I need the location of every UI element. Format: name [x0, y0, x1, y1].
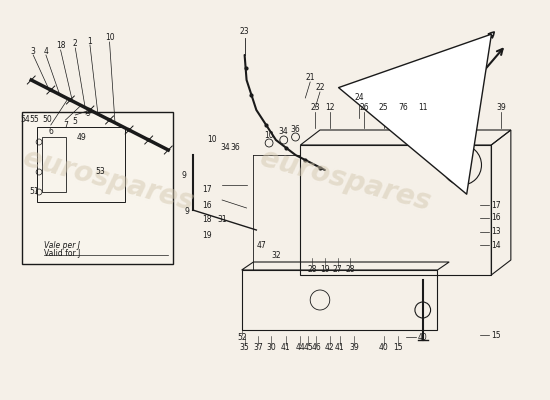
Text: 54: 54 — [20, 116, 30, 124]
Text: 45: 45 — [304, 344, 313, 352]
Text: 39: 39 — [496, 104, 506, 112]
Text: 19: 19 — [202, 230, 212, 240]
Text: 16: 16 — [491, 214, 501, 222]
Text: 17: 17 — [491, 200, 501, 210]
Text: 18: 18 — [202, 216, 212, 224]
Text: 2: 2 — [73, 40, 78, 48]
Text: 32: 32 — [271, 250, 280, 260]
Text: 30: 30 — [266, 344, 276, 352]
Text: 11: 11 — [418, 104, 427, 112]
Text: 50: 50 — [42, 116, 52, 124]
Text: 47: 47 — [256, 240, 266, 250]
Text: 18: 18 — [56, 42, 65, 50]
Text: 15: 15 — [393, 344, 403, 352]
Text: 9: 9 — [86, 110, 90, 118]
Text: 1: 1 — [87, 36, 92, 46]
Text: 44: 44 — [295, 344, 305, 352]
Text: 25: 25 — [379, 104, 388, 112]
Text: 53: 53 — [96, 168, 106, 176]
Text: 51: 51 — [29, 188, 39, 196]
Text: 41: 41 — [281, 344, 290, 352]
Text: 10: 10 — [104, 34, 114, 42]
Text: 21: 21 — [305, 74, 315, 82]
Text: 36: 36 — [290, 124, 300, 134]
Text: 46: 46 — [311, 344, 321, 352]
Text: 26: 26 — [359, 104, 369, 112]
Text: 3: 3 — [31, 46, 36, 56]
Text: 4: 4 — [43, 46, 48, 56]
Bar — [42, 137, 67, 192]
Text: eurospares: eurospares — [20, 144, 197, 216]
Text: 35: 35 — [240, 344, 250, 352]
Text: 23: 23 — [310, 104, 320, 112]
Text: 42: 42 — [325, 344, 334, 352]
Text: 10: 10 — [264, 130, 274, 140]
Text: 76: 76 — [398, 104, 408, 112]
Text: 10: 10 — [207, 136, 217, 144]
Text: 28: 28 — [307, 266, 317, 274]
Text: 9: 9 — [185, 208, 190, 216]
Text: 16: 16 — [202, 200, 212, 210]
Bar — [300, 145, 491, 275]
Text: 40: 40 — [418, 332, 427, 342]
Text: 22: 22 — [315, 84, 324, 92]
Text: eurospares: eurospares — [257, 144, 434, 216]
Text: 14: 14 — [491, 240, 501, 250]
Text: 6: 6 — [48, 126, 53, 136]
Text: 40: 40 — [379, 344, 388, 352]
Text: 31: 31 — [217, 216, 227, 224]
Text: 34: 34 — [279, 128, 289, 136]
Text: 27: 27 — [333, 266, 343, 274]
Text: 34: 34 — [220, 144, 230, 152]
Text: 41: 41 — [335, 344, 344, 352]
Text: 13: 13 — [491, 228, 501, 236]
Text: 24: 24 — [354, 94, 364, 102]
Text: 49: 49 — [76, 132, 86, 142]
Text: 17: 17 — [202, 186, 212, 194]
Text: 15: 15 — [491, 330, 501, 340]
Bar — [23, 112, 173, 264]
Text: 9: 9 — [181, 170, 186, 180]
Text: Valid for J: Valid for J — [44, 250, 80, 258]
Text: 19: 19 — [320, 266, 329, 274]
Text: 12: 12 — [325, 104, 334, 112]
Bar — [241, 270, 437, 330]
Text: 7: 7 — [63, 122, 68, 130]
Text: 52: 52 — [237, 334, 246, 342]
Text: 5: 5 — [73, 116, 78, 126]
Text: 37: 37 — [254, 344, 263, 352]
Text: 55: 55 — [29, 116, 39, 124]
Text: 36: 36 — [230, 144, 240, 152]
Text: 39: 39 — [349, 344, 359, 352]
Text: 28: 28 — [345, 266, 355, 274]
Text: Vale per J: Vale per J — [44, 242, 80, 250]
Text: 23: 23 — [240, 28, 250, 36]
Bar — [37, 127, 125, 202]
